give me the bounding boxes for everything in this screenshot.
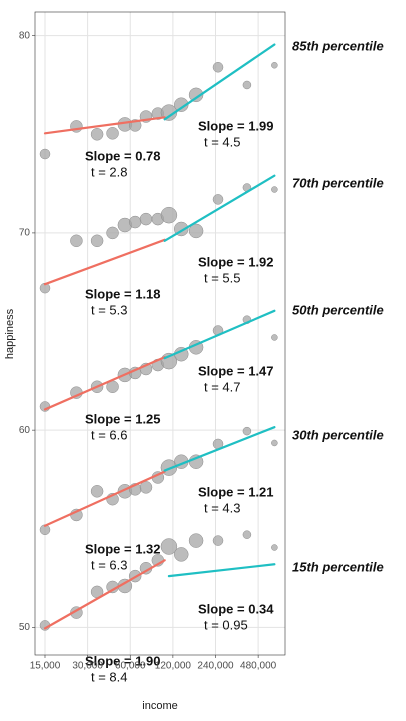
slope-label: Slope = 0.78 (85, 148, 161, 163)
series-label: 85th percentile (292, 38, 384, 53)
point (160, 538, 178, 555)
fit-line (43, 559, 166, 630)
slope-label: Slope = 1.21 (198, 484, 274, 499)
t-label: t = 4.5 (204, 134, 241, 149)
slope-label: Slope = 1.18 (85, 286, 161, 301)
point (128, 215, 142, 229)
point (212, 61, 224, 73)
t-label: t = 8.4 (91, 669, 128, 684)
slope-label: Slope = 0.34 (198, 601, 274, 616)
point (242, 530, 252, 539)
y-tick-label: 80 (19, 30, 31, 41)
point (173, 97, 189, 112)
point (173, 547, 189, 562)
point (212, 535, 224, 546)
t-label: t = 0.95 (204, 617, 248, 632)
x-axis-title: income (142, 700, 177, 712)
fit-line (43, 470, 166, 527)
fit-line (163, 43, 276, 121)
x-tick-label: 480,000 (240, 661, 277, 672)
t-label: t = 4.3 (204, 500, 241, 515)
marks (39, 43, 278, 631)
point (90, 234, 104, 248)
point (139, 212, 153, 226)
point (271, 544, 278, 551)
point (271, 62, 278, 69)
point (212, 194, 224, 205)
slope-label: Slope = 1.32 (85, 541, 161, 556)
t-label: t = 2.8 (91, 164, 128, 179)
point (39, 148, 51, 160)
y-tick-label: 70 (19, 228, 31, 239)
y-tick-label: 50 (19, 622, 31, 633)
slope-label: Slope = 1.99 (198, 118, 274, 133)
t-label: t = 6.3 (91, 557, 128, 572)
point (90, 128, 104, 141)
point (271, 186, 278, 193)
x-tick-label: 120,000 (155, 661, 192, 672)
fit-line (163, 309, 276, 360)
point (188, 87, 204, 103)
t-label: t = 5.5 (204, 270, 241, 285)
t-label: t = 5.3 (91, 302, 128, 317)
series-label: 15th percentile (292, 559, 384, 574)
t-label: t = 6.6 (91, 427, 128, 442)
point (242, 80, 252, 90)
fit-line (43, 116, 166, 135)
x-tick-label: 240,000 (197, 661, 234, 672)
point (106, 127, 119, 140)
point (160, 206, 178, 224)
point (139, 481, 153, 494)
x-tick-label: 15,000 (30, 661, 61, 672)
fit-line (167, 563, 276, 578)
fit-line (163, 426, 276, 472)
y-tick-label: 60 (19, 425, 31, 436)
x-tick-label: 60,000 (115, 661, 146, 672)
series-label: 50th percentile (292, 302, 384, 317)
point (90, 485, 104, 498)
point (242, 426, 252, 436)
point (271, 334, 278, 341)
point (271, 439, 278, 447)
annotations: Slope = 0.78t = 2.8 Slope = 1.99t = 4.5 85… (85, 38, 384, 684)
series-label: 30th percentile (292, 427, 384, 442)
t-label: t = 4.7 (204, 379, 241, 394)
y-axis-title: happiness (4, 308, 16, 359)
fit-line (43, 238, 166, 286)
point (188, 533, 204, 548)
slope-label: Slope = 1.25 (85, 411, 161, 426)
slope-label: Slope = 1.47 (198, 363, 274, 378)
point (188, 223, 204, 239)
x-tick-label: 30,000 (72, 661, 103, 672)
fit-line (163, 174, 276, 242)
slope-label: Slope = 1.92 (198, 254, 274, 269)
panel-border (34, 11, 286, 656)
point (106, 226, 119, 240)
fit-line (43, 356, 166, 411)
point (70, 234, 83, 248)
series-label: 70th percentile (292, 175, 384, 190)
slope-label: Slope = 1.90 (85, 653, 161, 668)
